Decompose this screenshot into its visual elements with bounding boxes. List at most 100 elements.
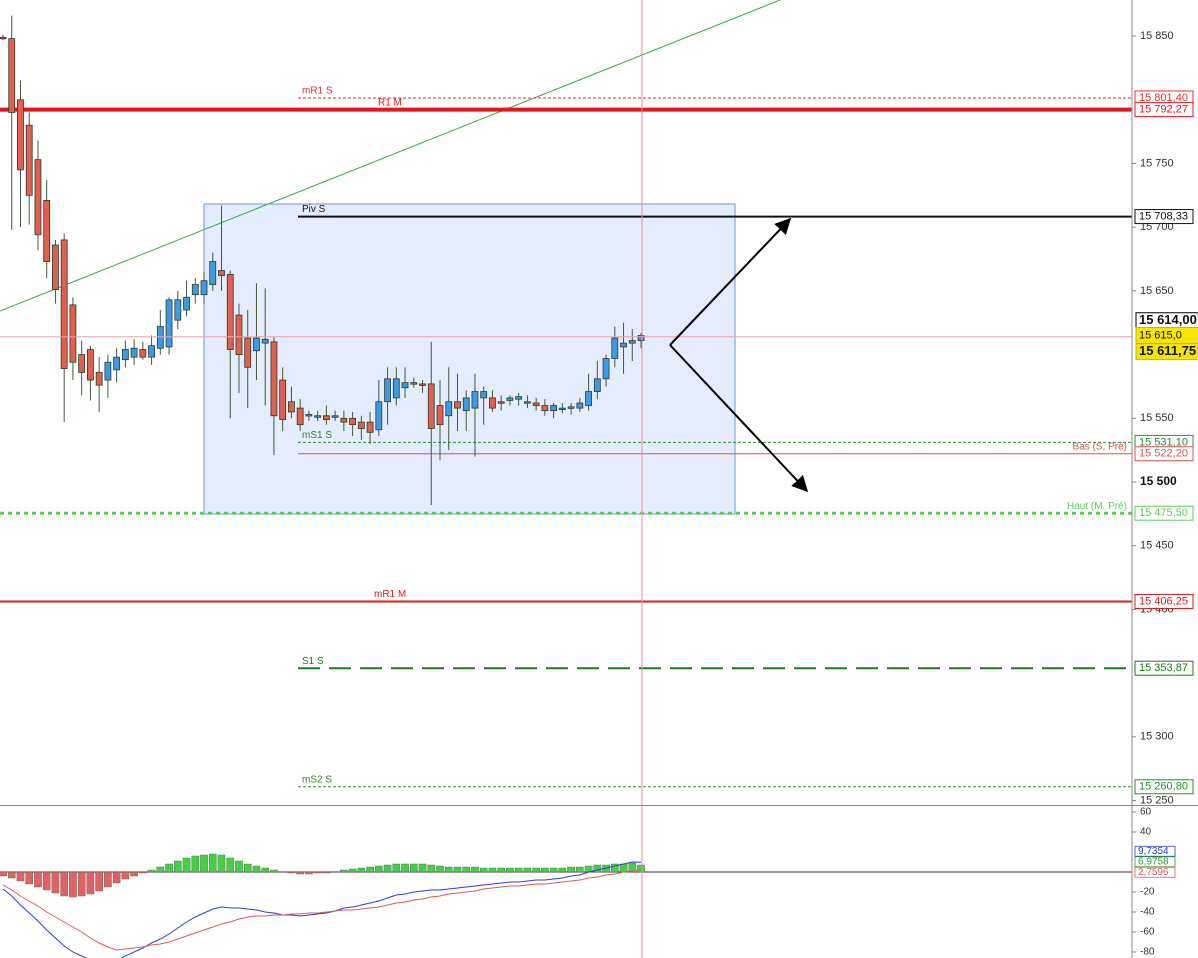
candle-body bbox=[183, 296, 190, 311]
histogram-bar bbox=[453, 866, 462, 873]
candle-body bbox=[34, 159, 42, 236]
histogram-bar bbox=[147, 869, 156, 873]
histogram-bar bbox=[243, 863, 252, 873]
level-value-label: 15 522,20 bbox=[1139, 448, 1188, 460]
histogram-bar bbox=[77, 871, 86, 897]
candle-body bbox=[218, 270, 225, 276]
candle-body bbox=[235, 314, 243, 355]
candle-body bbox=[602, 358, 610, 380]
histogram-bar bbox=[340, 869, 348, 873]
histogram-bar bbox=[7, 871, 16, 879]
level-value-label: 15 531,10 bbox=[1139, 436, 1188, 448]
candle-body bbox=[593, 378, 601, 392]
histogram-bar bbox=[514, 867, 523, 873]
histogram-bar bbox=[366, 866, 374, 873]
histogram-bar bbox=[523, 867, 532, 873]
indicator-value-label: 9,7354 bbox=[1138, 846, 1169, 857]
histogram-bar bbox=[235, 860, 243, 873]
histogram-bar bbox=[611, 863, 619, 873]
histogram-bar bbox=[191, 855, 200, 873]
candle-body bbox=[567, 406, 575, 409]
histogram-bar bbox=[112, 871, 121, 884]
candle-body bbox=[585, 391, 592, 406]
candle-body bbox=[340, 417, 348, 423]
candle-body bbox=[87, 349, 94, 381]
candle-body bbox=[384, 378, 391, 403]
histogram-bar bbox=[427, 864, 436, 873]
candle-body bbox=[489, 397, 496, 409]
macd-line bbox=[2, 861, 642, 958]
histogram-bar bbox=[252, 865, 261, 873]
candle-body bbox=[445, 401, 453, 417]
candle-body bbox=[611, 337, 619, 359]
histogram-bar bbox=[217, 854, 226, 873]
candle-body bbox=[191, 284, 199, 296]
histogram-bar bbox=[313, 871, 322, 874]
histogram-bar bbox=[121, 871, 130, 880]
histogram-bar bbox=[471, 866, 479, 873]
level-value-label: 15 353,87 bbox=[1139, 662, 1188, 674]
indicator-value-box bbox=[1134, 856, 1176, 868]
candle-body bbox=[279, 379, 287, 420]
candle-body bbox=[366, 421, 374, 433]
level-value-label: 15 406,25 bbox=[1139, 595, 1188, 607]
candle-body bbox=[331, 415, 339, 418]
y-tick-label: 15 650 bbox=[1140, 285, 1174, 297]
candle-body bbox=[200, 280, 208, 296]
level-label: Piv S bbox=[302, 204, 326, 215]
level-value-box bbox=[1134, 505, 1194, 521]
arrow-up bbox=[669, 217, 792, 346]
level-value-box bbox=[1134, 593, 1194, 609]
level-label: Bas (S, Pré) bbox=[1073, 441, 1127, 452]
candle-body bbox=[95, 372, 103, 386]
histogram-bar bbox=[104, 871, 112, 888]
level-value-box bbox=[1134, 446, 1194, 462]
histogram-bar bbox=[69, 871, 77, 898]
histogram-bar bbox=[60, 871, 68, 897]
histogram-bar bbox=[619, 863, 628, 873]
histogram-bar bbox=[296, 871, 304, 875]
candle-body bbox=[261, 338, 269, 344]
candle-body bbox=[462, 397, 470, 412]
candle-body bbox=[52, 244, 59, 291]
candle-body bbox=[497, 401, 505, 404]
candle-body bbox=[156, 326, 164, 349]
price-panel: mR1 S R1 M Piv S mS1 S Bas (S, Pré) Haut (M, … bbox=[0, 15, 1132, 788]
histogram-bar bbox=[479, 867, 488, 873]
candle-body bbox=[427, 383, 435, 429]
price-marker-label: 15 614,00 bbox=[1139, 312, 1197, 327]
histogram-bar bbox=[16, 871, 25, 882]
candle-body bbox=[314, 415, 322, 418]
histogram-bar bbox=[462, 866, 471, 873]
candle-body bbox=[558, 407, 566, 411]
histogram-bar bbox=[165, 863, 173, 873]
candle-body bbox=[541, 405, 549, 412]
candle-body bbox=[506, 397, 514, 401]
candle-body bbox=[305, 414, 313, 417]
histogram-bar bbox=[637, 864, 645, 873]
candle-body bbox=[8, 38, 16, 113]
y-tick-label: -80 bbox=[1140, 947, 1155, 958]
histogram-bar bbox=[51, 871, 60, 894]
histogram-bar bbox=[409, 863, 418, 873]
histogram-bar bbox=[357, 867, 366, 873]
candle-body bbox=[104, 361, 112, 381]
candle-body bbox=[148, 345, 155, 358]
macd-panel bbox=[0, 853, 1132, 958]
candle-body bbox=[532, 402, 540, 406]
price-marker-label: 15 615,0 bbox=[1139, 329, 1182, 341]
histogram-bar bbox=[628, 862, 637, 873]
level-value-box bbox=[1134, 102, 1194, 118]
histogram-bar bbox=[375, 865, 383, 873]
indicator-value-box bbox=[1134, 845, 1176, 857]
candle-body bbox=[392, 378, 400, 399]
histogram-bar bbox=[488, 867, 497, 873]
histogram-bar bbox=[418, 863, 427, 873]
histogram-bar bbox=[541, 867, 549, 873]
histogram-bar bbox=[322, 871, 331, 874]
y-tick-label: 15 550 bbox=[1140, 412, 1174, 424]
candle-body bbox=[165, 299, 173, 348]
y-tick-label: -60 bbox=[1140, 927, 1155, 938]
candle-body bbox=[0, 36, 7, 40]
